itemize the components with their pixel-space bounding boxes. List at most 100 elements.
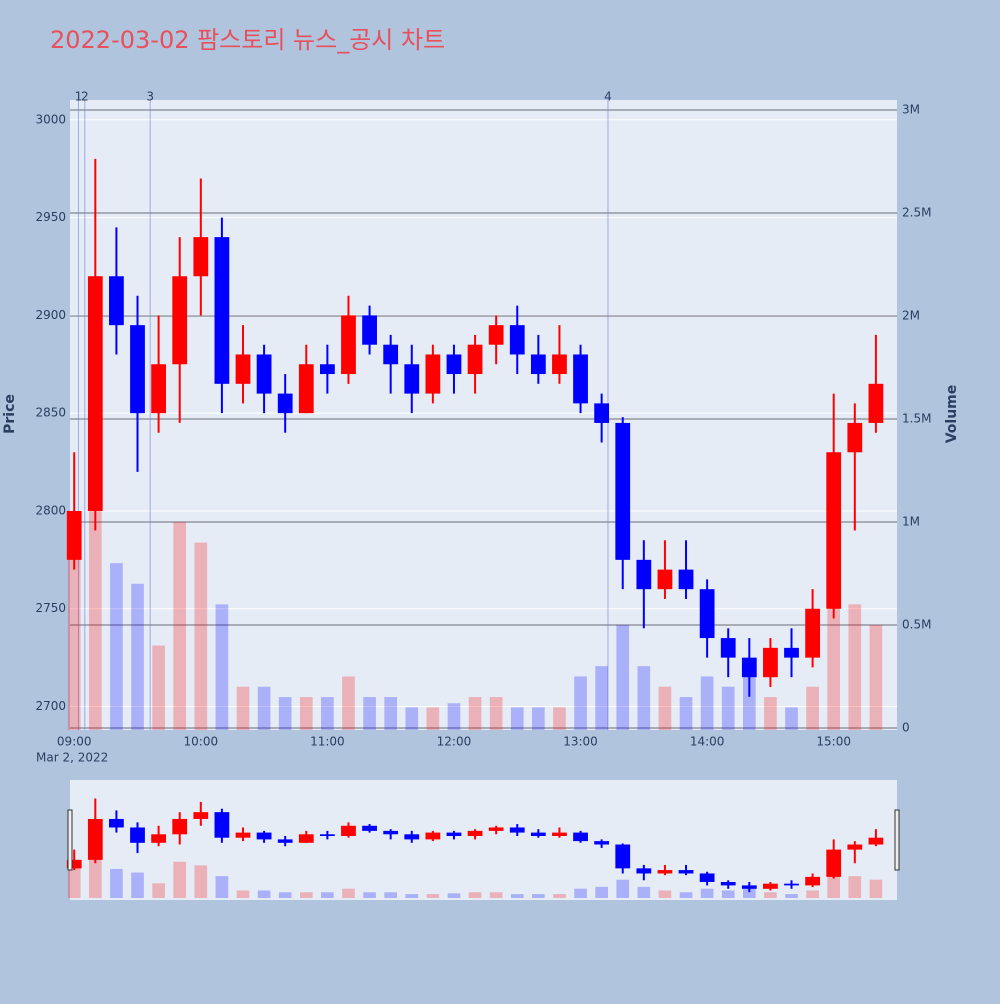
volume-bar	[616, 879, 630, 898]
volume-bar	[574, 888, 587, 898]
volume-bar	[110, 868, 123, 898]
candle-body	[362, 315, 377, 345]
candle-body	[678, 870, 694, 874]
candle-body	[151, 364, 166, 414]
candle-body	[488, 325, 504, 345]
x-tick-label: 12:00	[437, 735, 472, 749]
volume-bar	[131, 872, 144, 898]
candle-body	[298, 364, 314, 414]
annotation-label: 4	[604, 90, 612, 104]
candle-body	[446, 832, 462, 836]
candle-body	[214, 237, 230, 384]
candle-body	[446, 354, 462, 375]
volume-bar	[489, 892, 503, 898]
y-tick-label: 2800	[35, 503, 66, 517]
y-tick-label: 2900	[35, 308, 66, 322]
candle-body	[636, 559, 652, 590]
volume-bar	[321, 892, 334, 898]
y-axis-title: Price	[2, 394, 18, 434]
volume-bar	[321, 697, 334, 730]
candle-body	[488, 827, 504, 831]
volume-bar	[152, 645, 165, 730]
volume-bar	[299, 892, 313, 898]
candle-body	[362, 825, 377, 831]
candle-body	[404, 834, 420, 840]
volume-bar	[721, 890, 735, 898]
candle-body	[235, 832, 251, 838]
candle-body	[66, 510, 82, 560]
candle-body	[277, 393, 293, 414]
range-handle[interactable]	[67, 809, 73, 871]
volume-bar	[447, 703, 461, 730]
x-tick-label: 15:00	[816, 735, 851, 749]
volume-bar	[869, 879, 883, 898]
y2-tick-label: 3M	[902, 103, 920, 117]
volume-bar	[342, 888, 355, 898]
volume-bar	[595, 666, 608, 730]
volume-bar	[510, 894, 524, 898]
y-tick-label: 2850	[35, 406, 66, 420]
y-tick-label: 2700	[35, 699, 66, 713]
candle-body	[720, 881, 736, 886]
candle-body	[87, 276, 103, 511]
volume-bar	[215, 876, 229, 898]
volume-bar	[152, 883, 165, 898]
volume-bar	[658, 686, 672, 730]
candle-body	[383, 344, 399, 365]
volume-bar	[384, 697, 398, 730]
volume-bar	[848, 604, 862, 730]
candle-body	[573, 832, 588, 842]
candle-body	[826, 452, 842, 609]
volume-bar	[194, 542, 208, 730]
candle-body	[741, 657, 757, 678]
candle-body	[383, 830, 399, 835]
candle-body	[805, 608, 820, 658]
volume-bar	[405, 894, 419, 898]
volume-bar	[742, 676, 756, 730]
candle-body	[319, 834, 335, 836]
x-date-label: Mar 2, 2022	[36, 751, 108, 765]
annotation-label: 3	[146, 90, 154, 104]
volume-bar	[299, 697, 313, 730]
volume-bar	[278, 697, 292, 730]
candle-body	[425, 354, 441, 394]
candle-body	[784, 883, 799, 886]
candle-body	[172, 818, 188, 835]
candle-body	[868, 383, 884, 423]
volume-bar	[194, 865, 208, 898]
volume-bar	[384, 892, 398, 898]
volume-bar	[764, 892, 777, 898]
volume-bar	[679, 892, 693, 898]
candle-body	[509, 827, 525, 833]
candle-body	[594, 403, 610, 423]
range-handle[interactable]	[894, 809, 900, 871]
volume-bar	[110, 563, 123, 730]
volume-bar	[785, 894, 798, 898]
candle-body	[130, 325, 145, 414]
annotation-label: 1	[75, 90, 83, 104]
volume-bar	[447, 893, 461, 898]
y2-tick-label: 1M	[902, 514, 920, 528]
volume-bar	[806, 890, 819, 898]
volume-bar	[468, 697, 482, 730]
candle-body	[826, 849, 842, 877]
y2-tick-label: 0	[902, 720, 910, 734]
volume-bar	[869, 624, 883, 730]
candle-body	[193, 812, 209, 819]
volume-bar	[342, 676, 355, 730]
y-tick-label: 2950	[35, 210, 66, 224]
range-slider[interactable]	[70, 780, 897, 900]
volume-bar	[785, 707, 798, 730]
candle-body	[615, 844, 631, 869]
candle-body	[298, 834, 314, 843]
volume-bar	[827, 583, 841, 730]
volume-bar	[363, 697, 376, 730]
candle-body	[530, 354, 546, 375]
candle-body	[763, 883, 778, 889]
volume-bar	[67, 542, 81, 730]
volume-bar	[595, 886, 608, 898]
volume-bar	[215, 604, 229, 730]
volume-bar	[532, 894, 545, 898]
volume-bar	[616, 624, 630, 730]
candle-body	[319, 364, 335, 375]
